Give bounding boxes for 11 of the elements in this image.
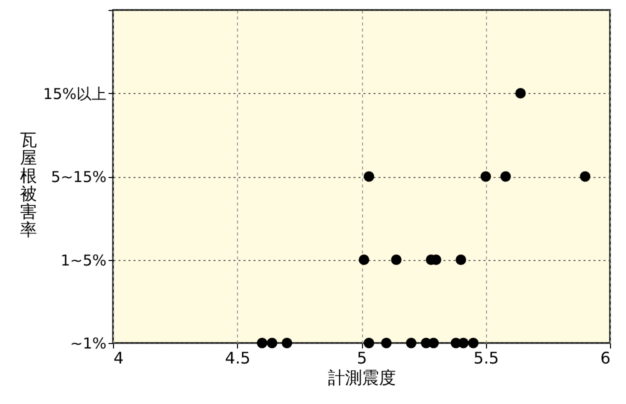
y-axis-title: 瓦屋根被害率 (20, 130, 37, 240)
x-axis-title: 計測震度 (328, 368, 396, 388)
x-tick-label: 5.5 (474, 348, 499, 368)
x-tick-label: 4.5 (225, 348, 250, 368)
y-tick-label: 5~15% (51, 168, 106, 186)
y-tick-label: 1~5% (60, 251, 106, 270)
y-tick-label: ~1% (70, 334, 106, 352)
x-tick-label: 4 (114, 348, 124, 368)
x-tick-label: 6 (600, 348, 610, 368)
x-tick-label: 5 (356, 348, 368, 368)
y-tick-label: 15%以上 (43, 84, 106, 103)
